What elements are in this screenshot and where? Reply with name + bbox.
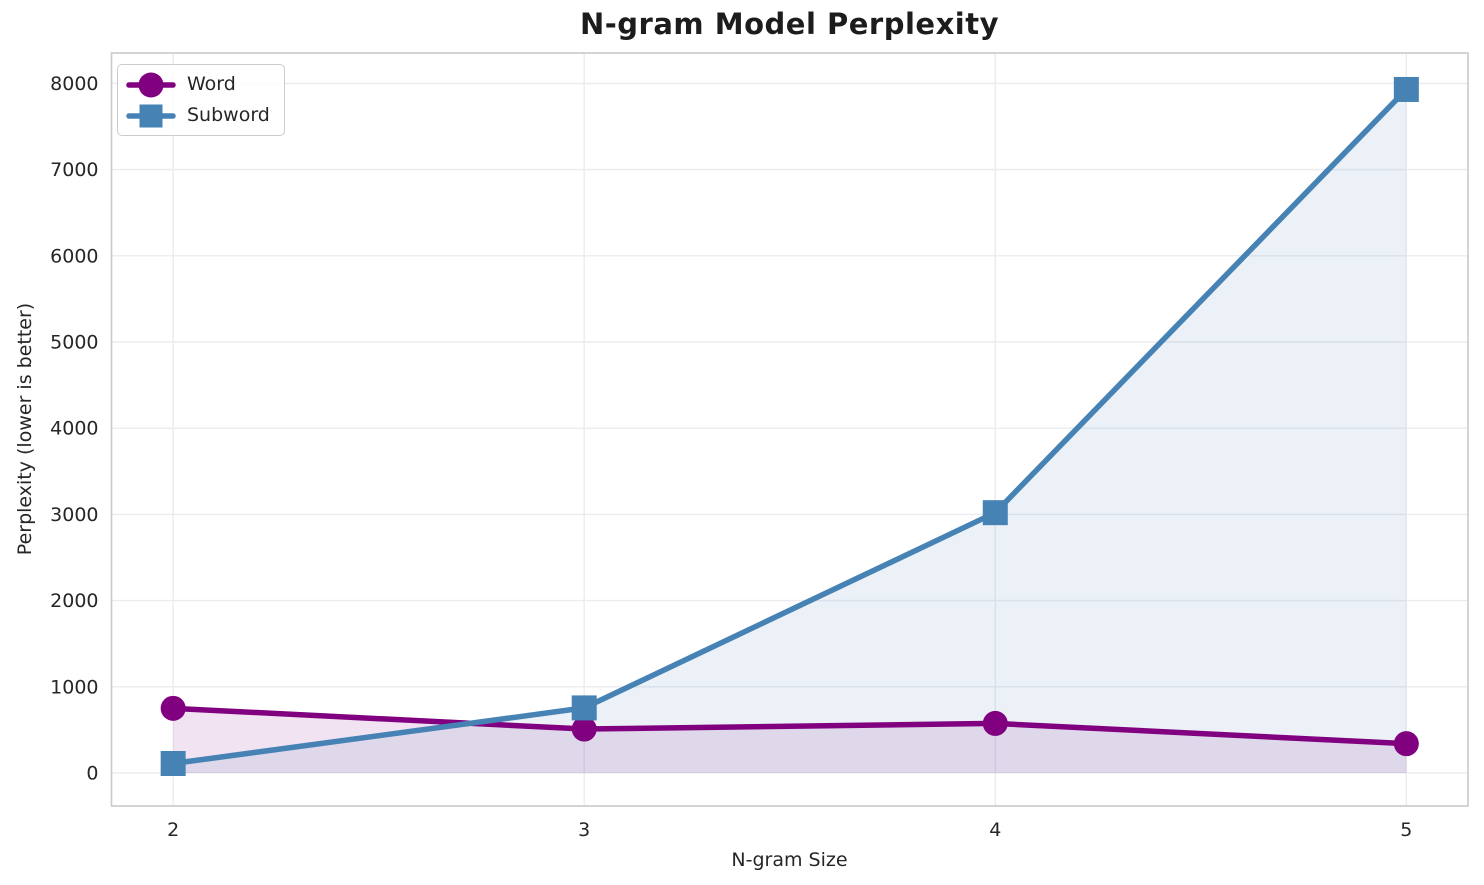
y-tick-label: 1000 — [50, 676, 98, 698]
data-point-subword — [160, 751, 186, 777]
y-tick-label: 5000 — [50, 332, 98, 354]
chart-title: N-gram Model Perplexity — [579, 7, 999, 41]
data-point-subword — [1393, 76, 1419, 102]
legend-item-subword: Subword — [125, 100, 270, 131]
y-tick-label: 8000 — [50, 73, 98, 95]
x-tick-label: 3 — [578, 819, 590, 841]
series-fill-subword — [173, 89, 1407, 773]
data-point-subword — [571, 695, 597, 721]
data-point-word — [1393, 731, 1419, 757]
legend: Word Subword — [117, 64, 285, 136]
x-axis-label: N-gram Size — [731, 849, 848, 871]
y-tick-label: 0 — [86, 762, 98, 784]
legend-item-label: Word — [187, 73, 236, 95]
series-line-word — [170, 705, 1410, 747]
legend-marker — [139, 104, 163, 127]
x-tick-label: 5 — [1400, 819, 1412, 841]
subword-marker-icon — [126, 104, 176, 127]
plot-border — [110, 52, 1469, 807]
word-marker-icon — [126, 72, 176, 97]
legend-item-word: Word — [125, 69, 270, 100]
y-axis-label: Perplexity (lower is better) — [14, 302, 36, 556]
y-tick-label: 4000 — [50, 418, 98, 440]
y-tick-label: 3000 — [50, 504, 98, 526]
x-tick-label: 4 — [989, 819, 1001, 841]
data-point-word — [571, 716, 597, 742]
data-point-word — [982, 710, 1008, 736]
legend-marker — [138, 72, 164, 97]
x-tick-label: 2 — [167, 819, 179, 841]
legend-item-label: Subword — [187, 104, 270, 126]
y-tick-label: 7000 — [50, 159, 98, 181]
y-tick-label: 2000 — [50, 590, 98, 612]
y-tick-label: 6000 — [50, 245, 98, 267]
data-point-subword — [982, 500, 1008, 526]
data-point-word — [160, 695, 186, 721]
series-line-subword — [170, 86, 1410, 767]
